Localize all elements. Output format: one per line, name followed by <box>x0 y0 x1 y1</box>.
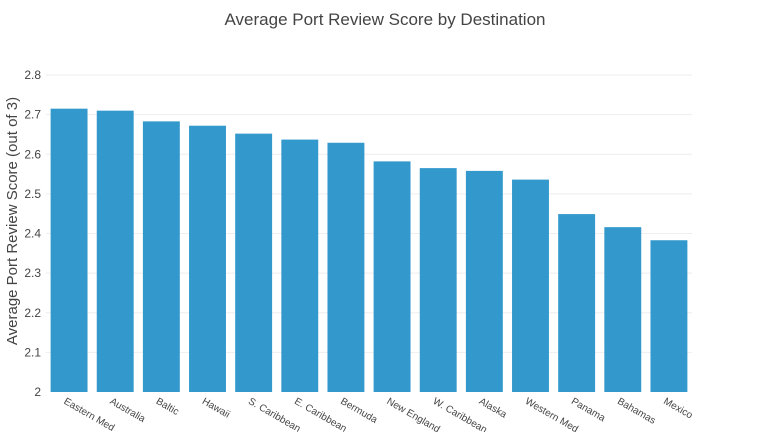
bar-s-caribbean <box>235 133 273 392</box>
bar-mexico <box>650 240 688 392</box>
bar-panama <box>558 214 596 392</box>
x-tick-label: Australia <box>108 396 148 425</box>
x-tick-label: Hawaii <box>200 396 231 421</box>
bar-new-england <box>373 161 411 392</box>
bars <box>50 108 688 393</box>
y-tick-label: 2.8 <box>24 68 41 82</box>
bar-baltic <box>142 121 180 392</box>
y-tick-label: 2.2 <box>24 306 41 320</box>
x-tick-label: Bermuda <box>338 396 379 426</box>
y-tick-label: 2.5 <box>24 187 41 201</box>
bar-alaska <box>465 170 503 392</box>
bar-hawaii <box>189 125 226 392</box>
bar-australia <box>96 110 134 392</box>
y-tick-label: 2 <box>34 385 41 399</box>
x-tick-label: Baltic <box>154 396 181 418</box>
x-tick-label: Panama <box>569 396 607 424</box>
y-tick-label: 2.7 <box>24 108 41 122</box>
y-tick-label: 2.3 <box>24 266 41 280</box>
x-tick-label: Alaska <box>477 396 509 421</box>
chart-title: Average Port Review Score by Destination <box>225 10 546 29</box>
x-tick-label: Eastern Med <box>62 396 117 432</box>
bar-eastern-med <box>50 108 88 393</box>
x-tick-label: Bahamas <box>615 396 657 427</box>
bar-bahamas <box>604 227 642 392</box>
y-axis-label: Average Port Review Score (out of 3) <box>4 97 21 345</box>
x-tick-label: Mexico <box>661 396 694 422</box>
y-tick-label: 2.6 <box>24 147 41 161</box>
bar-western-med <box>512 179 549 392</box>
y-axis-ticks: 2 2.1 2.2 2.3 2.4 2.5 2.6 2.7 2.8 <box>24 68 41 399</box>
bar-bermuda <box>327 142 365 392</box>
bar-e-caribbean <box>281 139 319 392</box>
bar-w-caribbean <box>419 168 457 392</box>
y-tick-label: 2.1 <box>24 345 41 359</box>
y-tick-label: 2.4 <box>24 227 41 241</box>
